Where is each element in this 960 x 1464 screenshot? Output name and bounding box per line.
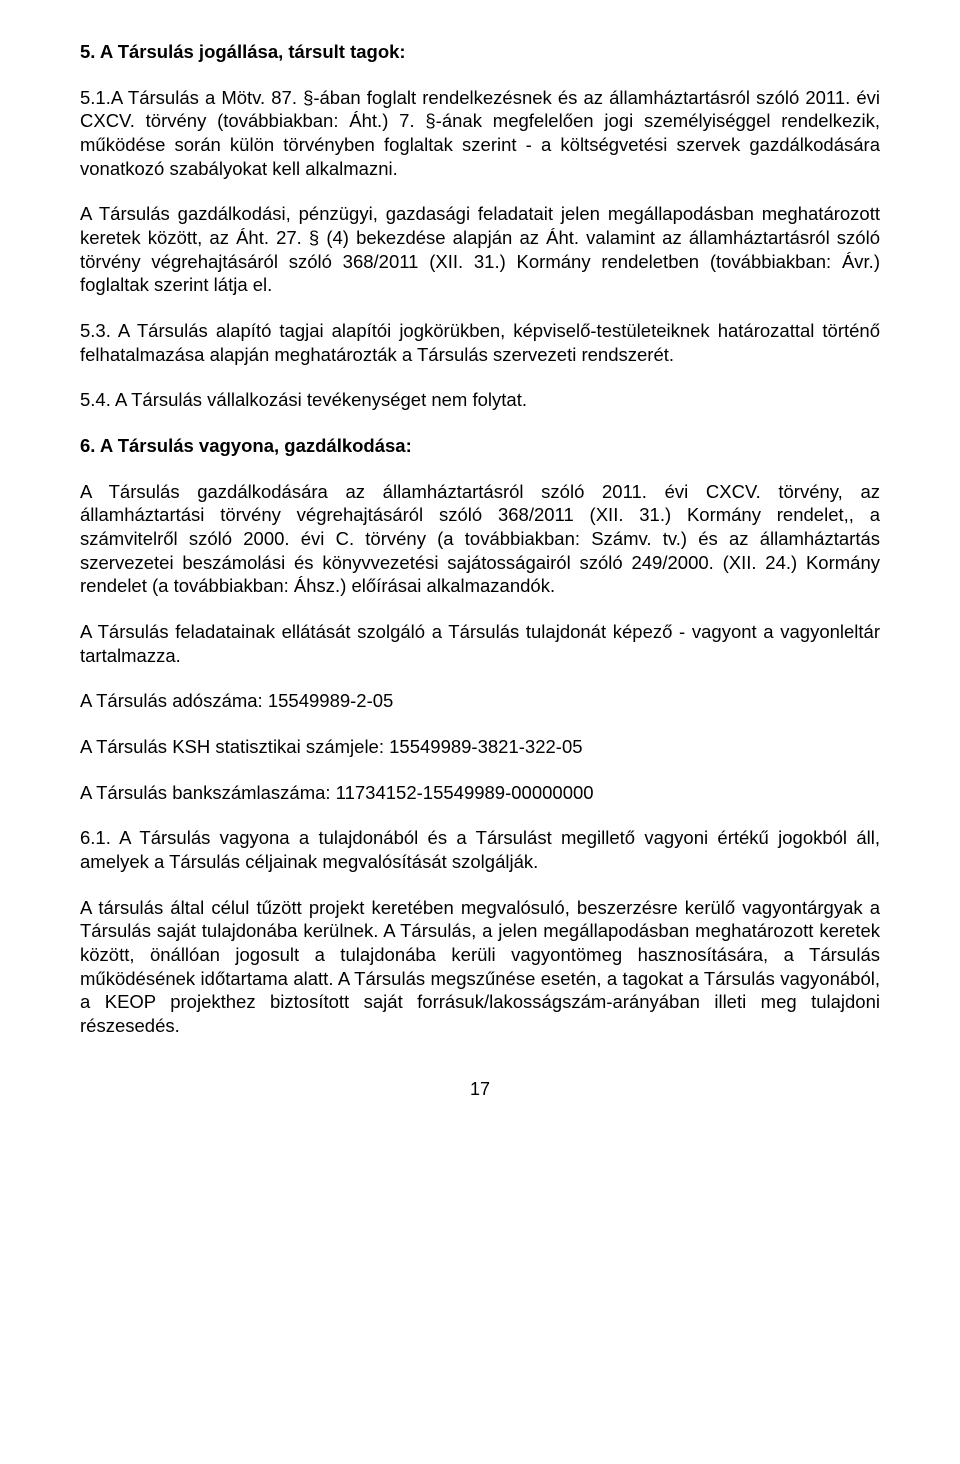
paragraph-6-tarsulas: A társulás által célul tűzött projekt ke…	[80, 896, 880, 1038]
document-page: 5. A Társulás jogállása, társult tagok: …	[0, 0, 960, 1141]
section-6-heading: 6. A Társulás vagyona, gazdálkodása:	[80, 434, 880, 458]
paragraph-adoszam: A Társulás adószáma: 15549989-2-05	[80, 689, 880, 713]
section-5-heading: 5. A Társulás jogállása, társult tagok:	[80, 40, 880, 64]
paragraph-6-intro: A Társulás gazdálkodására az államháztar…	[80, 480, 880, 598]
paragraph-5-3: 5.3. A Társulás alapító tagjai alapítói …	[80, 319, 880, 366]
paragraph-ksh: A Társulás KSH statisztikai számjele: 15…	[80, 735, 880, 759]
page-number: 17	[80, 1078, 880, 1101]
paragraph-5-4: 5.4. A Társulás vállalkozási tevékenység…	[80, 388, 880, 412]
paragraph-5-1: 5.1.A Társulás a Mötv. 87. §-ában foglal…	[80, 86, 880, 181]
paragraph-5-gazd: A Társulás gazdálkodási, pénzügyi, gazda…	[80, 202, 880, 297]
paragraph-bankszamla: A Társulás bankszámlaszáma: 11734152-155…	[80, 781, 880, 805]
paragraph-6-vagyonleltar: A Társulás feladatainak ellátását szolgá…	[80, 620, 880, 667]
paragraph-6-1: 6.1. A Társulás vagyona a tulajdonából é…	[80, 826, 880, 873]
